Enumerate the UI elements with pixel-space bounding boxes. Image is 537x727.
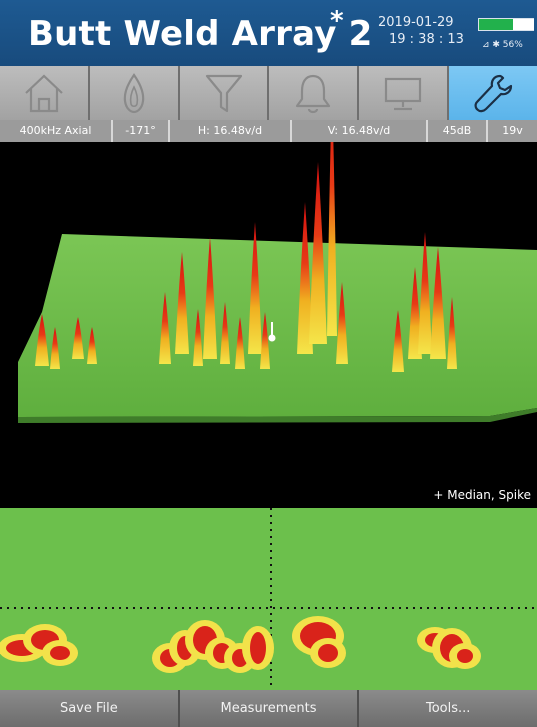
signal-peak <box>260 312 270 369</box>
signal-peak <box>72 317 84 359</box>
status-icons: ⊿ ✱ 56% <box>482 40 523 50</box>
main-toolbar <box>0 66 537 120</box>
v-gain-readout[interactable]: V: 16.48v/d <box>292 120 428 142</box>
signal-peak <box>408 267 422 359</box>
phase-readout[interactable]: -171° <box>113 120 170 142</box>
flame-icon <box>123 73 145 114</box>
c-scan-plot <box>0 508 537 690</box>
signal-peak <box>203 237 217 359</box>
battery-icon <box>478 18 534 31</box>
indication-core <box>250 632 266 664</box>
signal-peak <box>235 317 245 369</box>
display-button[interactable] <box>359 66 450 120</box>
bell-icon <box>296 74 331 114</box>
alarm-button[interactable] <box>269 66 360 120</box>
signal-peak <box>87 327 97 364</box>
signal-peak <box>35 314 49 366</box>
unsaved-marker: * <box>330 6 344 36</box>
date-readout: 2019-01-29 <box>378 15 454 30</box>
gain-db-readout[interactable]: 45dB <box>428 120 488 142</box>
drive-voltage-readout[interactable]: 19v <box>502 124 523 137</box>
signal-peak <box>418 232 432 354</box>
signal-peak <box>220 302 230 364</box>
battery-level <box>479 19 514 30</box>
wrench-icon <box>474 74 513 113</box>
indication-core <box>50 646 70 660</box>
home-button[interactable] <box>0 66 90 120</box>
c-scan-view[interactable] <box>0 508 537 690</box>
signal-peak <box>392 310 404 372</box>
signal-peak <box>430 247 446 359</box>
title-bar: Butt Weld Array 2 * 2019-01-29 19 : 38 :… <box>0 0 537 66</box>
surface-plane <box>18 234 537 417</box>
3d-surface-plot <box>18 84 537 423</box>
signal-peaks <box>35 84 457 372</box>
signal-peak <box>248 222 262 354</box>
home-icon <box>25 74 63 113</box>
parameter-strip: 400kHz Axial -171° H: 16.48v/d V: 16.48v… <box>0 120 537 142</box>
signal-peak <box>193 309 203 366</box>
signal-peak <box>159 292 171 364</box>
signal-peak <box>309 162 327 344</box>
indication-core <box>318 644 338 662</box>
signal-peak <box>50 327 60 369</box>
signal-peak <box>336 282 348 364</box>
cursor-marker <box>268 322 276 342</box>
filter-button[interactable] <box>179 66 270 120</box>
measurements-button[interactable]: Measurements <box>179 690 360 727</box>
tools-menu-button[interactable]: Tools... <box>359 690 537 727</box>
tools-button[interactable] <box>449 66 537 120</box>
file-title: Butt Weld Array 2 <box>28 14 373 54</box>
indication-core <box>457 649 473 663</box>
clock: 2019-01-29 19 : 38 : 13 <box>378 14 464 48</box>
signal-peak <box>327 84 337 336</box>
3d-surface-view[interactable]: + Median, Spike <box>0 84 537 508</box>
bottom-bar: Save File Measurements Tools... <box>0 690 537 727</box>
save-file-button[interactable]: Save File <box>0 690 180 727</box>
signal-peak <box>297 202 313 354</box>
surface-front-edge <box>18 408 537 423</box>
signal-peak <box>175 252 189 354</box>
frequency-readout[interactable]: 400kHz Axial <box>0 120 113 142</box>
filter-label: + Median, Spike <box>433 488 531 502</box>
signal-peak <box>447 297 457 369</box>
monitor-icon <box>385 77 422 111</box>
filter-icon <box>205 74 242 113</box>
indication-blobs <box>0 616 481 673</box>
h-gain-readout[interactable]: H: 16.48v/d <box>170 120 292 142</box>
probe-button[interactable] <box>89 66 180 120</box>
time-readout: 19 : 38 : 13 <box>389 32 464 47</box>
